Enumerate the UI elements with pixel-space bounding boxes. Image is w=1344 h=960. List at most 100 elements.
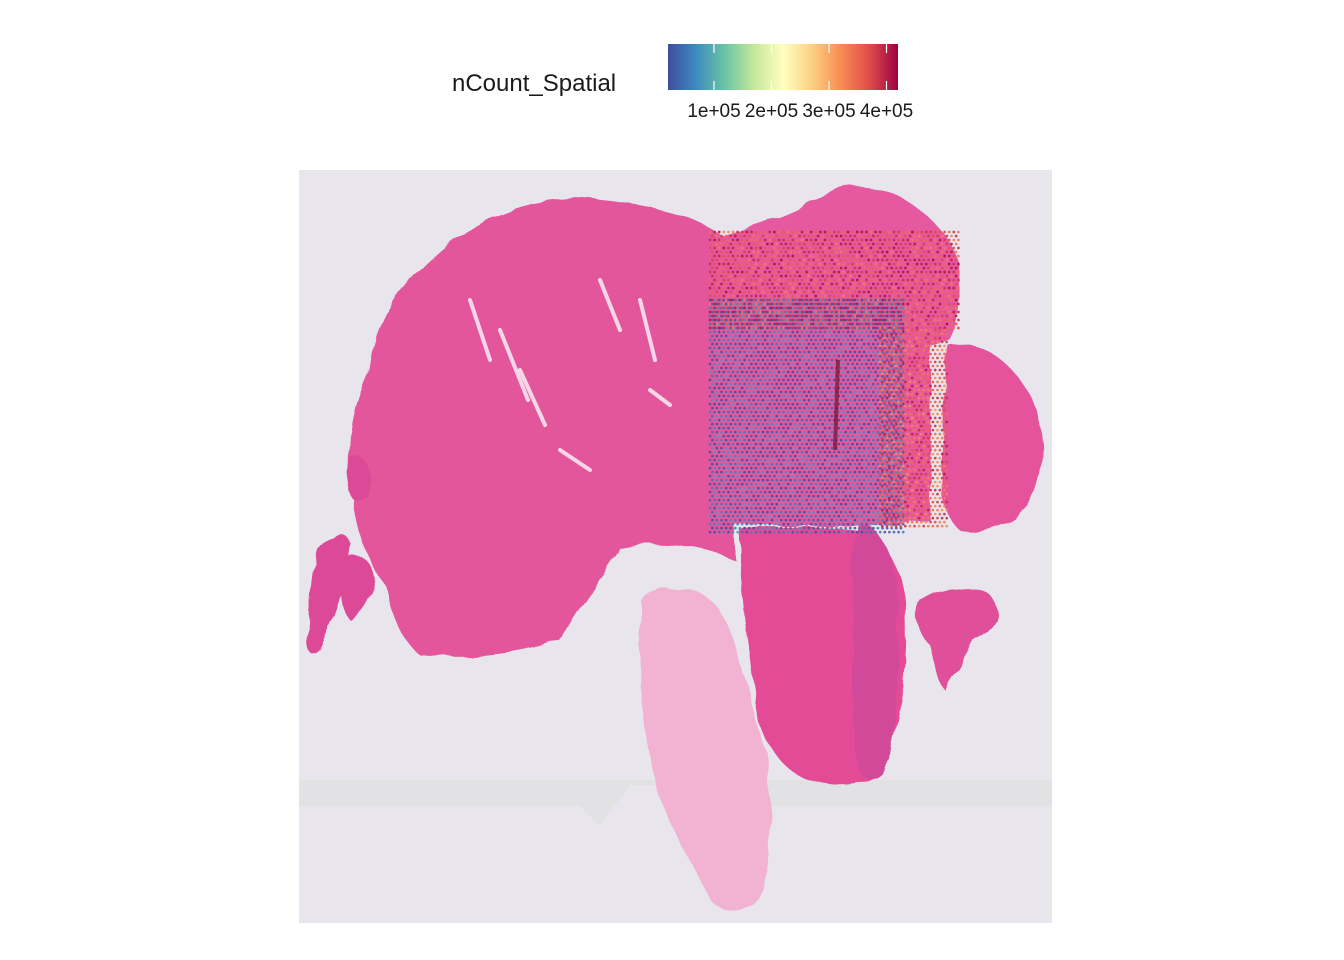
spot <box>736 270 739 274</box>
spot <box>936 500 939 504</box>
spot <box>717 402 721 406</box>
spot <box>798 398 802 402</box>
spot <box>738 462 742 466</box>
spot <box>892 490 896 494</box>
spot <box>848 414 852 418</box>
spot <box>908 468 912 472</box>
spot <box>901 488 905 492</box>
spot <box>883 302 887 306</box>
spot <box>828 338 831 342</box>
spot <box>724 414 728 418</box>
spot <box>869 278 873 282</box>
spot <box>860 506 864 510</box>
spot <box>784 446 788 450</box>
spot <box>752 526 756 530</box>
spot <box>809 286 813 290</box>
spot <box>745 506 749 510</box>
spot <box>858 438 861 442</box>
spot <box>846 330 850 334</box>
spot <box>865 298 868 302</box>
spot <box>814 354 818 358</box>
spot <box>750 522 753 526</box>
spot <box>738 334 742 338</box>
spot <box>869 362 873 366</box>
spot <box>903 500 907 504</box>
spot <box>766 282 769 286</box>
spot <box>766 310 769 314</box>
spot <box>796 434 799 438</box>
spot <box>906 318 910 322</box>
spot <box>945 524 949 528</box>
spot <box>865 474 868 478</box>
spot <box>763 270 767 274</box>
spot <box>908 484 912 488</box>
spot <box>796 386 799 390</box>
spot <box>761 390 765 394</box>
spot <box>789 414 792 418</box>
spot <box>920 352 923 356</box>
spot <box>913 388 916 392</box>
spot <box>865 278 868 282</box>
spot <box>731 322 735 326</box>
spot <box>828 466 831 470</box>
spot <box>894 470 898 474</box>
spot <box>871 454 875 458</box>
spot <box>874 498 877 502</box>
spot <box>832 278 836 282</box>
spot <box>782 270 785 274</box>
spot <box>770 422 774 426</box>
spot <box>733 322 737 326</box>
spot <box>796 238 799 242</box>
spot <box>839 274 843 278</box>
spot <box>731 294 735 298</box>
spot <box>890 390 894 394</box>
spot <box>812 494 815 498</box>
spot <box>814 270 818 274</box>
spot <box>830 494 834 498</box>
spot <box>910 496 914 500</box>
spot <box>931 348 935 352</box>
spot <box>860 230 864 234</box>
spot <box>752 510 756 514</box>
spot-overlay <box>708 230 960 534</box>
spot <box>887 520 891 524</box>
spot <box>809 370 813 374</box>
spot <box>738 290 742 294</box>
spot <box>860 318 864 322</box>
spot <box>901 376 905 380</box>
spot <box>858 390 861 394</box>
spot <box>929 278 933 282</box>
spot <box>899 430 903 434</box>
spot <box>881 350 884 354</box>
spot <box>812 274 815 278</box>
spot <box>832 498 836 502</box>
spot <box>770 266 774 270</box>
spot <box>885 350 889 354</box>
spot <box>892 278 896 282</box>
spot <box>860 338 864 342</box>
spot <box>708 294 712 298</box>
spot <box>846 474 850 478</box>
spot <box>894 258 898 262</box>
spot <box>848 234 852 238</box>
spot <box>892 286 896 290</box>
spot <box>733 302 737 306</box>
spot <box>773 378 776 382</box>
spot <box>708 386 712 390</box>
spot <box>848 306 852 310</box>
spot <box>768 298 772 302</box>
spot <box>793 266 797 270</box>
spot <box>800 326 804 330</box>
spot <box>805 294 808 298</box>
spot <box>899 452 903 456</box>
spot <box>945 364 949 368</box>
spot <box>807 518 811 522</box>
spot <box>830 298 834 302</box>
spot <box>786 466 790 470</box>
spot <box>878 402 882 406</box>
spot <box>750 326 753 330</box>
spot <box>858 314 861 318</box>
spot <box>731 238 735 242</box>
spot <box>828 270 831 274</box>
spot <box>915 270 919 274</box>
